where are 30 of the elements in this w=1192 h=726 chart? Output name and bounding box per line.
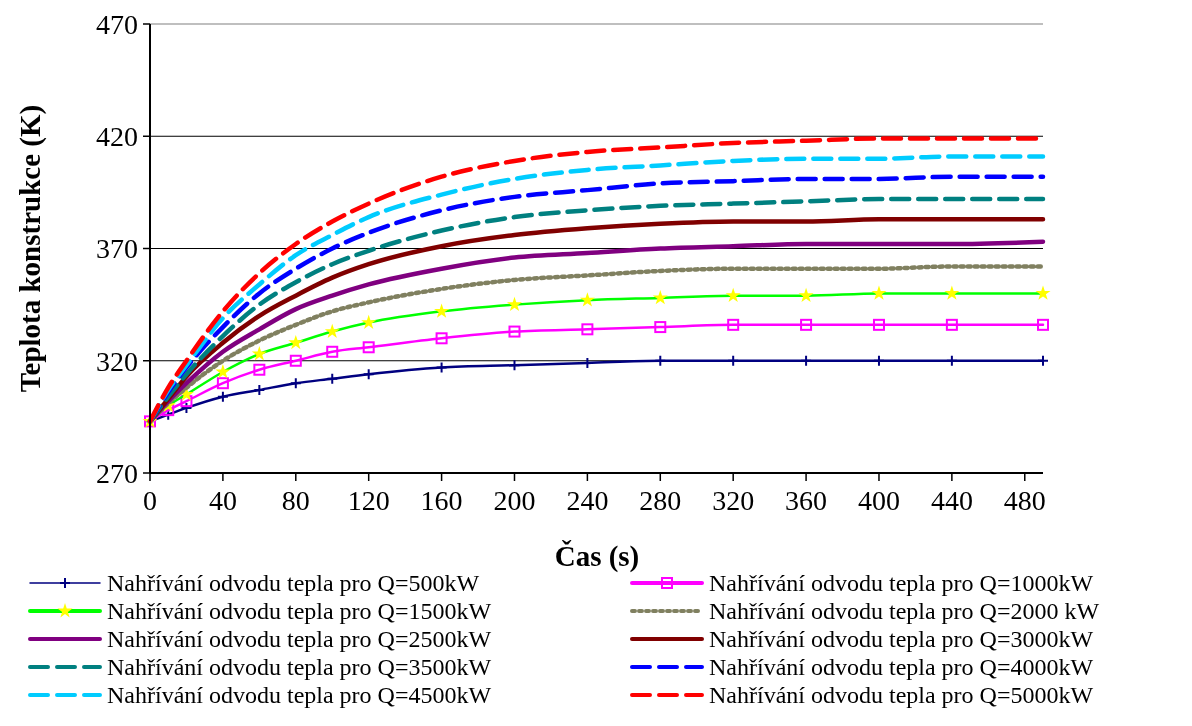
legend-label: Nahřívání odvodu tepla pro Q=1500kW [107,598,492,625]
y-tick-label: 320 [96,345,138,377]
x-tick-label: 160 [420,485,463,516]
x-tick-label: 280 [639,485,682,516]
legend-label: Nahřívání odvodu tepla pro Q=2000 kW [709,598,1100,625]
x-tick-label: 80 [281,485,310,516]
x-tick-label: 40 [208,485,237,516]
x-tick-label: 480 [1003,485,1046,516]
legend-label: Nahřívání odvodu tepla pro Q=5000kW [709,682,1094,709]
legend-label: Nahřívání odvodu tepla pro Q=3500kW [107,654,492,681]
legend-label: Nahřívání odvodu tepla pro Q=4000kW [709,654,1094,681]
x-tick-label: 400 [857,485,900,516]
y-tick-label: 270 [96,457,138,489]
legend-label: Nahřívání odvodu tepla pro Q=4500kW [107,682,492,709]
x-tick-label: 200 [493,485,536,516]
legend-label: Nahřívání odvodu tepla pro Q=2500kW [107,626,492,653]
x-tick-label: 320 [712,485,755,516]
y-axis-title: Teplota konstrukce (K) [14,104,47,393]
x-tick-label: 440 [930,485,973,516]
legend-label: Nahřívání odvodu tepla pro Q=500kW [107,570,480,597]
x-tick-label: 360 [785,485,828,516]
y-tick-label: 470 [96,8,138,40]
legend-label: Nahřívání odvodu tepla pro Q=1000kW [709,570,1094,597]
y-tick-label: 420 [96,121,138,153]
x-tick-label: 120 [347,485,390,516]
x-tick-label: 240 [566,485,609,516]
x-axis-title: Čas (s) [554,540,640,573]
x-tick-label: 0 [143,485,157,516]
y-tick-label: 370 [96,233,138,265]
legend-label: Nahřívání odvodu tepla pro Q=3000kW [709,626,1094,653]
